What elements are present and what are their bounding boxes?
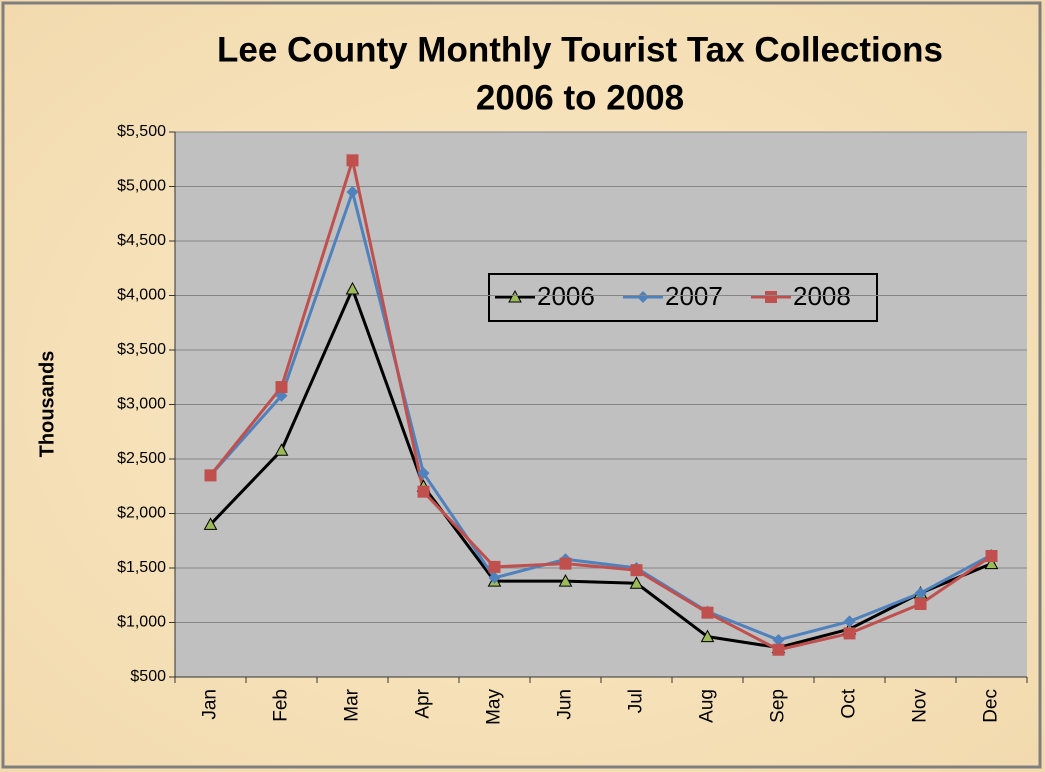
marker (204, 469, 217, 482)
y-tick-label: $2,000 (117, 505, 166, 522)
y-tick-label: $1,500 (117, 559, 166, 576)
marker (914, 597, 927, 610)
y-tick-label: $1,000 (117, 614, 166, 631)
marker (559, 557, 572, 570)
y-tick-label: $500 (130, 668, 166, 685)
marker (346, 185, 359, 198)
series-line (209, 190, 993, 642)
x-tick-label: Jan (200, 689, 221, 720)
legend: 2006 2007 2008 (488, 273, 878, 322)
y-tick-label: $3,000 (117, 396, 166, 413)
marker (508, 289, 522, 303)
y-axis-label: Thousands (36, 351, 58, 458)
marker (417, 485, 430, 498)
marker (203, 517, 218, 530)
y-tick-label: $5,000 (117, 178, 166, 195)
x-tick-label: Feb (271, 689, 292, 722)
x-tick-label: Aug (697, 689, 718, 723)
y-tick-label: $5,500 (117, 123, 166, 140)
marker (772, 633, 785, 646)
y-tick-label: $2,500 (117, 450, 166, 467)
series-line (209, 287, 993, 650)
marker (274, 443, 289, 456)
marker (417, 467, 430, 480)
marker (488, 571, 501, 584)
marker (488, 560, 501, 573)
marker (558, 574, 573, 587)
marker (765, 291, 777, 303)
marker (630, 564, 643, 577)
marker (629, 576, 644, 589)
marker (346, 154, 359, 167)
series-line (209, 158, 993, 652)
y-tick-label: $4,500 (117, 232, 166, 249)
marker (637, 291, 649, 303)
x-tick-label: Apr (413, 688, 434, 718)
x-tick-label: Mar (342, 688, 363, 721)
chart-title: Lee County Monthly Tourist Tax Collectio… (217, 30, 943, 69)
marker (984, 556, 999, 570)
x-tick-label: Nov (910, 689, 931, 723)
marker (843, 627, 856, 640)
x-tick-label: Oct (839, 688, 860, 718)
x-tick-label: Dec (981, 689, 1002, 723)
legend-box (488, 273, 878, 322)
marker (345, 281, 360, 295)
marker (275, 381, 288, 394)
y-tick-label: $4,000 (117, 287, 166, 304)
x-tick-label: Jun (555, 689, 576, 720)
marker (700, 629, 715, 643)
x-tick-label: Jul (626, 689, 647, 713)
marker (701, 606, 714, 619)
marker (843, 615, 856, 628)
marker (772, 643, 785, 656)
x-tick-label: May (484, 689, 505, 725)
marker (914, 587, 927, 600)
x-tick-label: Sep (768, 689, 789, 723)
marker (985, 550, 998, 563)
y-tick-label: $3,500 (117, 341, 166, 358)
chart-title: 2006 to 2008 (476, 78, 684, 117)
